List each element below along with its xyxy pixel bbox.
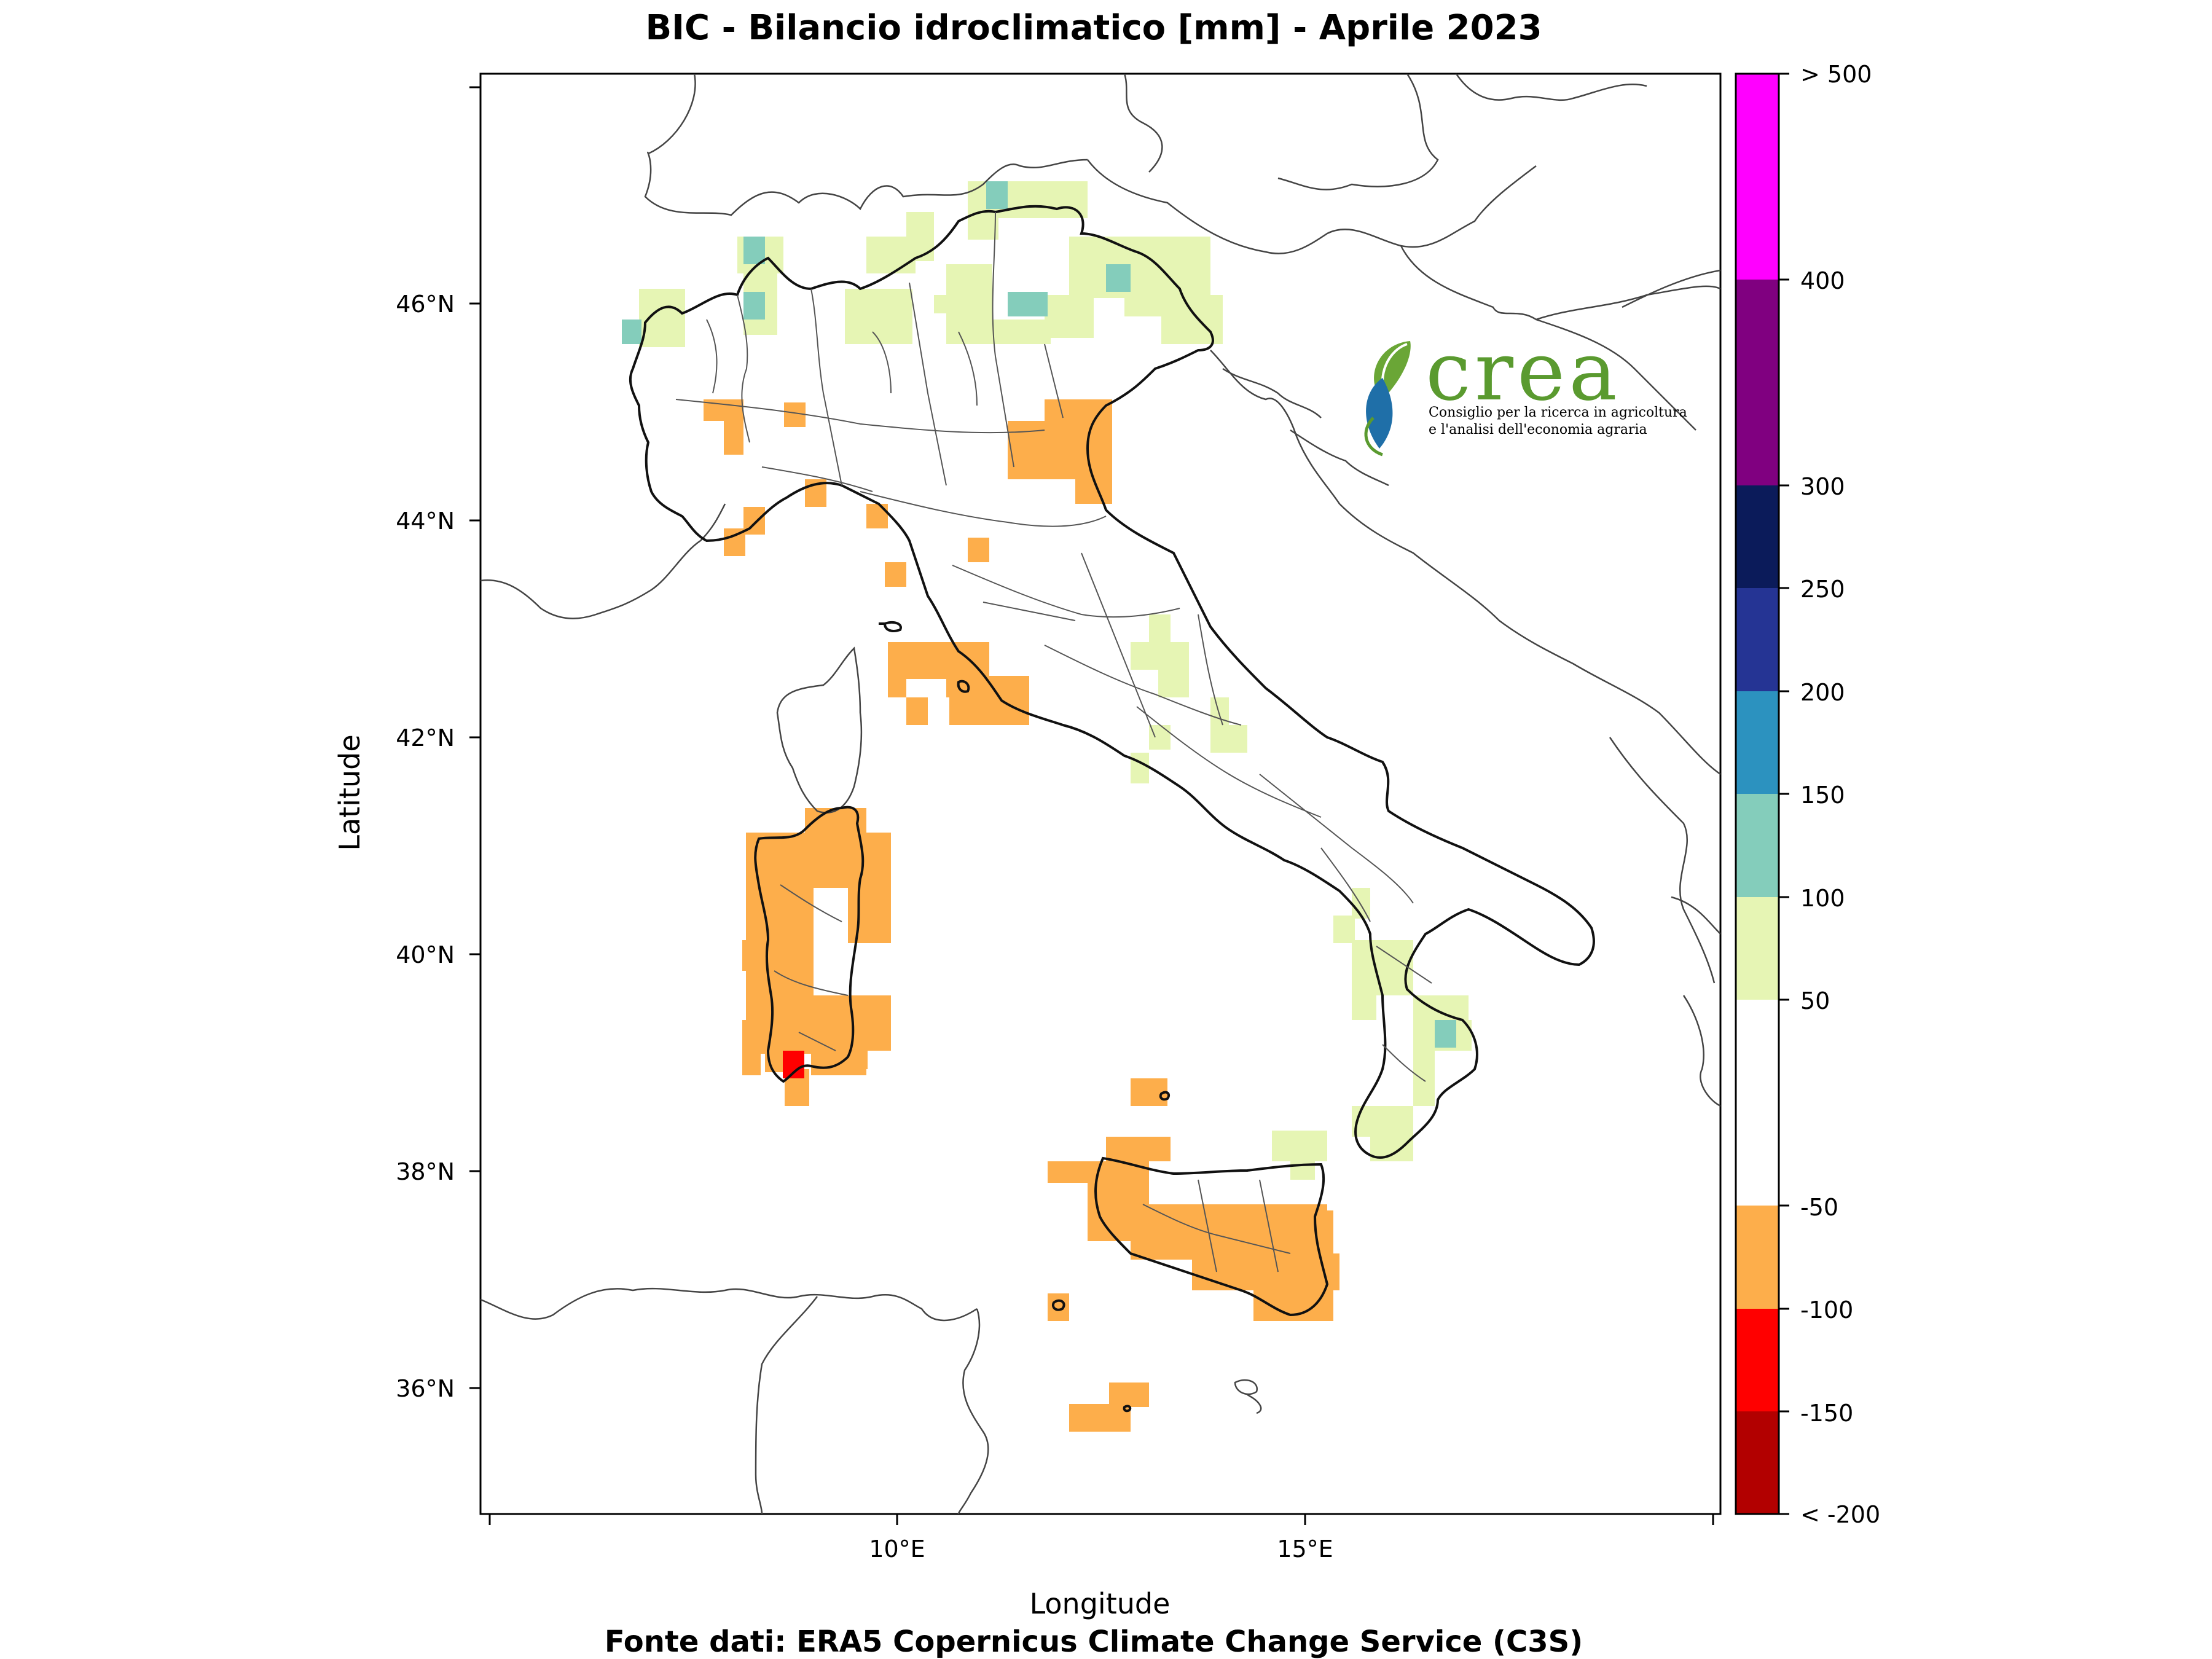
y-tick-label: 46°N: [396, 291, 455, 318]
x-axis: [488, 1514, 1714, 1525]
colorbar: > 500 400 300 250 200 150 100 50 -50 -10…: [1735, 61, 1880, 1528]
y-axis: [469, 86, 480, 1389]
colorbar-block: [1736, 1000, 1779, 1206]
x-axis-label: Longitude: [1030, 1587, 1171, 1620]
logo-wordmark: crea: [1426, 324, 1621, 419]
colorbar-block: [1736, 1411, 1779, 1514]
data-source: Fonte dati: ERA5 Copernicus Climate Chan…: [605, 1625, 1583, 1659]
x-tick-label: 15°E: [1277, 1535, 1333, 1563]
colorbar-block: [1736, 1309, 1779, 1411]
colorbar-label: 250: [1800, 576, 1845, 603]
colorbar-block: [1736, 588, 1779, 691]
colorbar-label: 200: [1800, 679, 1845, 706]
colorbar-label: 300: [1800, 473, 1845, 500]
figure-title: BIC - Bilancio idroclimatico [mm] - Apri…: [645, 8, 1542, 48]
colorbar-block: [1736, 691, 1779, 794]
crea-logo: crea Consiglio per la ricerca in agricol…: [1364, 324, 1687, 457]
colorbar-label: 150: [1800, 782, 1845, 809]
regional-borders: [675, 211, 1432, 1273]
colorbar-label: > 500: [1800, 61, 1872, 88]
colorbar-block: [1736, 897, 1779, 1000]
colorbar-block: [1736, 74, 1779, 280]
colorbar-label: 50: [1800, 987, 1830, 1014]
colorbar-blocks: [1736, 74, 1779, 1514]
colorbar-block: [1736, 280, 1779, 485]
map-panel: 10°E 15°E 46°N 44°N 42°N 40°N 38°N 36°N …: [333, 73, 1722, 1620]
logo-subtitle-line2: e l'analisi dell'economia agraria: [1429, 422, 1647, 437]
y-tick-label: 36°N: [396, 1375, 455, 1402]
y-tick-label: 44°N: [396, 508, 455, 535]
italy-outline: [629, 205, 1595, 1413]
grid-cells-teal: [622, 181, 1456, 1048]
colorbar-label: -50: [1800, 1194, 1838, 1221]
y-tick-label: 40°N: [396, 941, 455, 968]
x-tick-label: 10°E: [869, 1535, 925, 1563]
colorbar-label: 400: [1800, 267, 1845, 294]
colorbar-block: [1736, 485, 1779, 588]
colorbar-label: < -200: [1800, 1501, 1880, 1528]
coastlines: [480, 74, 1720, 1514]
y-tick-label: 38°N: [396, 1158, 455, 1185]
colorbar-block: [1736, 794, 1779, 897]
colorbar-label: 100: [1800, 885, 1845, 912]
y-axis-label: Latitude: [333, 734, 366, 850]
logo-subtitle-line1: Consiglio per la ricerca in agricoltura: [1429, 405, 1687, 420]
colorbar-label: -100: [1800, 1296, 1853, 1324]
colorbar-block: [1736, 1206, 1779, 1309]
colorbar-label: -150: [1800, 1400, 1853, 1427]
y-tick-label: 42°N: [396, 724, 455, 751]
leaf-drop-icon: [1364, 341, 1411, 457]
colorbar-ticks: [1779, 73, 1789, 1515]
